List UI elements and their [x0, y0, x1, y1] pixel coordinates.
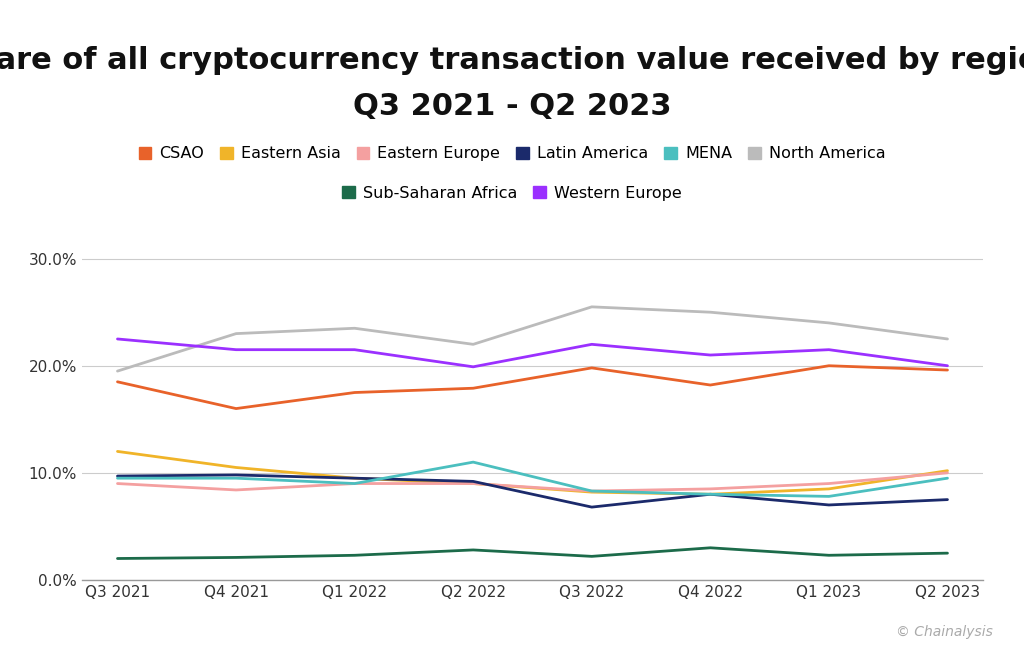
- Text: © Chainalysis: © Chainalysis: [896, 625, 993, 639]
- Legend: CSAO, Eastern Asia, Eastern Europe, Latin America, MENA, North America: CSAO, Eastern Asia, Eastern Europe, Lati…: [138, 146, 886, 161]
- Text: Share of all cryptocurrency transaction value received by region,: Share of all cryptocurrency transaction …: [0, 46, 1024, 75]
- Legend: Sub-Saharan Africa, Western Europe: Sub-Saharan Africa, Western Europe: [342, 186, 682, 201]
- Text: Q3 2021 - Q2 2023: Q3 2021 - Q2 2023: [352, 92, 672, 121]
